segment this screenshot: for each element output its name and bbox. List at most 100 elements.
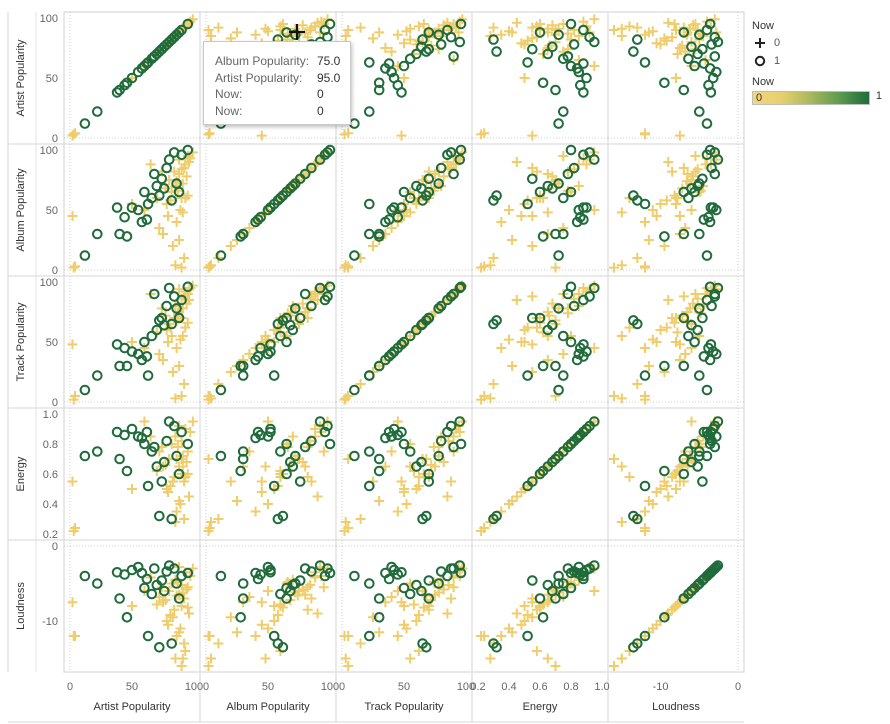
data-point-now-1[interactable] [527,476,538,487]
data-point-now-0[interactable] [171,506,182,517]
data-point-now-1[interactable] [324,438,336,450]
data-point-now-0[interactable] [671,601,681,611]
data-point-now-1[interactable] [149,563,160,574]
data-point-now-0[interactable] [297,171,308,182]
data-point-now-1[interactable] [448,288,459,300]
data-point-now-1[interactable] [272,513,284,525]
data-point-now-0[interactable] [203,25,214,35]
data-point-now-0[interactable] [127,484,137,494]
data-point-now-1[interactable] [119,429,130,441]
data-point-now-1[interactable] [704,144,716,156]
data-point-now-1[interactable] [558,330,569,342]
data-point-now-1[interactable] [435,300,447,312]
data-point-now-0[interactable] [275,21,286,32]
data-point-now-0[interactable] [177,331,188,341]
data-point-now-1[interactable] [149,168,160,180]
data-point-now-0[interactable] [165,610,176,620]
data-point-now-1[interactable] [659,612,670,623]
data-point-now-1[interactable] [534,312,546,324]
data-point-now-1[interactable] [578,570,589,582]
data-point-now-1[interactable] [349,570,360,582]
data-point-now-1[interactable] [578,58,589,69]
data-point-now-0[interactable] [680,349,691,359]
data-point-now-0[interactable] [177,461,188,472]
data-point-now-1[interactable] [281,593,292,604]
data-point-now-0[interactable] [206,653,216,664]
data-point-now-1[interactable] [562,441,574,453]
data-point-now-1[interactable] [416,456,427,468]
data-point-now-0[interactable] [206,517,216,527]
data-point-now-0[interactable] [519,601,530,611]
data-point-now-1[interactable] [156,476,168,487]
data-point-now-1[interactable] [558,192,569,204]
data-point-now-1[interactable] [703,79,714,91]
data-point-now-0[interactable] [263,623,273,634]
data-point-now-0[interactable] [70,261,80,272]
data-point-now-1[interactable] [290,303,301,314]
data-point-now-0[interactable] [343,128,354,139]
data-point-now-0[interactable] [640,506,650,517]
data-point-now-0[interactable] [405,187,416,197]
data-point-now-0[interactable] [263,586,273,596]
data-point-now-1[interactable] [364,57,375,68]
data-point-now-0[interactable] [269,616,280,626]
data-point-now-1[interactable] [423,468,435,480]
data-point-now-1[interactable] [398,438,410,450]
chart-marks[interactable] [67,14,724,671]
data-point-now-1[interactable] [686,585,697,597]
data-point-now-1[interactable] [584,420,595,432]
data-point-now-1[interactable] [706,162,717,174]
data-point-now-0[interactable] [343,661,354,671]
data-point-now-1[interactable] [404,446,416,457]
data-point-now-0[interactable] [179,476,190,487]
data-point-now-1[interactable] [417,34,428,45]
data-point-now-0[interactable] [496,343,507,353]
data-point-now-0[interactable] [68,262,79,273]
data-point-now-1[interactable] [142,370,154,381]
data-point-now-0[interactable] [166,331,177,341]
data-point-now-0[interactable] [297,584,308,595]
data-point-now-0[interactable] [256,487,267,497]
data-point-now-0[interactable] [176,661,187,671]
data-point-now-1[interactable] [694,370,705,381]
data-point-now-1[interactable] [262,348,274,360]
data-point-now-0[interactable] [640,217,650,227]
data-point-now-1[interactable] [294,476,306,487]
data-point-now-0[interactable] [519,73,530,83]
data-point-now-1[interactable] [252,426,264,438]
data-point-now-0[interactable] [269,601,280,611]
data-point-now-1[interactable] [119,569,130,580]
data-point-now-0[interactable] [677,40,688,51]
data-point-now-1[interactable] [388,72,400,84]
data-point-now-0[interactable] [250,506,261,517]
data-point-now-0[interactable] [488,253,499,263]
data-point-now-0[interactable] [386,223,397,233]
data-point-now-0[interactable] [386,592,397,602]
data-point-now-1[interactable] [683,330,694,342]
data-point-now-1[interactable] [522,198,533,210]
data-point-now-1[interactable] [698,214,710,225]
data-point-now-1[interactable] [568,435,580,447]
data-point-now-1[interactable] [290,450,301,462]
data-point-now-1[interactable] [154,510,165,522]
data-point-now-0[interactable] [67,130,78,141]
data-point-now-1[interactable] [534,593,546,604]
data-point-now-0[interactable] [531,646,542,656]
data-point-now-0[interactable] [170,260,181,271]
data-point-now-0[interactable] [624,21,635,32]
data-point-now-1[interactable] [454,36,466,48]
data-point-now-0[interactable] [651,211,662,221]
data-point-now-0[interactable] [690,19,701,29]
data-point-now-1[interactable] [565,582,577,594]
data-point-now-0[interactable] [547,298,558,309]
data-point-now-0[interactable] [169,166,180,177]
data-point-now-0[interactable] [127,601,137,611]
data-point-now-1[interactable] [568,300,580,312]
data-point-now-1[interactable] [698,351,710,362]
data-point-now-1[interactable] [639,480,651,492]
data-point-now-0[interactable] [374,27,385,38]
data-point-now-1[interactable] [252,573,264,585]
data-point-now-1[interactable] [709,51,721,62]
data-point-now-1[interactable] [141,573,153,585]
data-point-now-1[interactable] [373,77,385,89]
